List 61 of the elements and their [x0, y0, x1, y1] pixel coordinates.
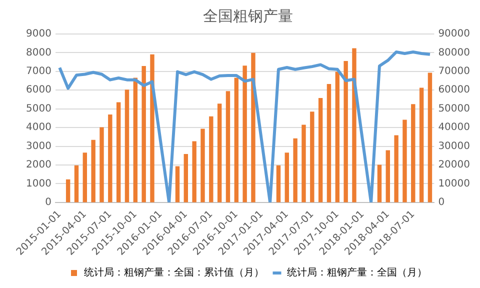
- y2-tick-label: 80000: [438, 47, 470, 58]
- bar: [100, 127, 104, 202]
- y-tick-label: 4000: [26, 122, 52, 134]
- legend-label: 统计局：粗钢产量：全国：累计值（月）: [84, 266, 264, 279]
- y-tick-label: 3000: [26, 140, 52, 152]
- bar: [242, 66, 247, 202]
- bar: [184, 154, 188, 202]
- y-tick-label: 9000: [26, 28, 52, 40]
- bar: [310, 112, 314, 202]
- bar: [276, 165, 281, 202]
- bar: [209, 116, 214, 202]
- bar: [352, 48, 356, 202]
- bar: [142, 66, 146, 202]
- y-tick-label: 8000: [26, 47, 52, 58]
- bar: [394, 135, 398, 202]
- bar: [335, 72, 340, 202]
- bar: [251, 52, 256, 202]
- bar: [200, 128, 205, 202]
- y2-tick-label: 20000: [438, 160, 470, 171]
- y2-tick-label: 30000: [438, 140, 470, 152]
- y2-tick-label: 90000: [438, 28, 470, 40]
- y2-tick-label: 40000: [438, 122, 470, 134]
- bar: [284, 152, 290, 202]
- y-tick-label: 7000: [26, 66, 52, 78]
- bar: [293, 138, 298, 202]
- bar: [326, 84, 332, 202]
- bar: [74, 165, 79, 202]
- bar: [419, 88, 424, 202]
- bar: [411, 104, 416, 202]
- bar: [91, 140, 96, 202]
- bar: [386, 150, 390, 202]
- bar: [428, 72, 432, 202]
- bar: [234, 78, 239, 202]
- bar: [192, 141, 196, 202]
- bar: [133, 78, 138, 202]
- y-tick-label: 1000: [26, 178, 52, 190]
- bar: [318, 98, 323, 202]
- legend-label: 统计局：粗钢产量：全国（月）: [287, 266, 427, 279]
- y2-tick-label: 0: [438, 197, 445, 208]
- bar: [226, 91, 230, 202]
- bar: [108, 114, 112, 202]
- bar: [116, 102, 121, 202]
- bar: [302, 124, 306, 202]
- y2-tick-label: 60000: [438, 84, 470, 96]
- y-tick-label: 0: [45, 197, 52, 208]
- chart-title: 全国粗钢产量: [203, 6, 293, 25]
- bar: [402, 120, 407, 202]
- y2-tick-label: 50000: [438, 103, 470, 114]
- bar: [377, 164, 382, 202]
- y-tick-label: 5000: [26, 103, 52, 114]
- bar: [66, 179, 70, 202]
- bar: [344, 60, 348, 202]
- y-tick-label: 2000: [26, 160, 52, 171]
- bar: [175, 166, 180, 202]
- y2-tick-label: 70000: [438, 66, 470, 78]
- y2-tick-label: 10000: [438, 178, 470, 190]
- bar: [150, 54, 154, 202]
- y-tick-label: 6000: [26, 84, 52, 96]
- bar: [217, 104, 222, 202]
- bar: [82, 152, 88, 202]
- bar: [124, 90, 130, 202]
